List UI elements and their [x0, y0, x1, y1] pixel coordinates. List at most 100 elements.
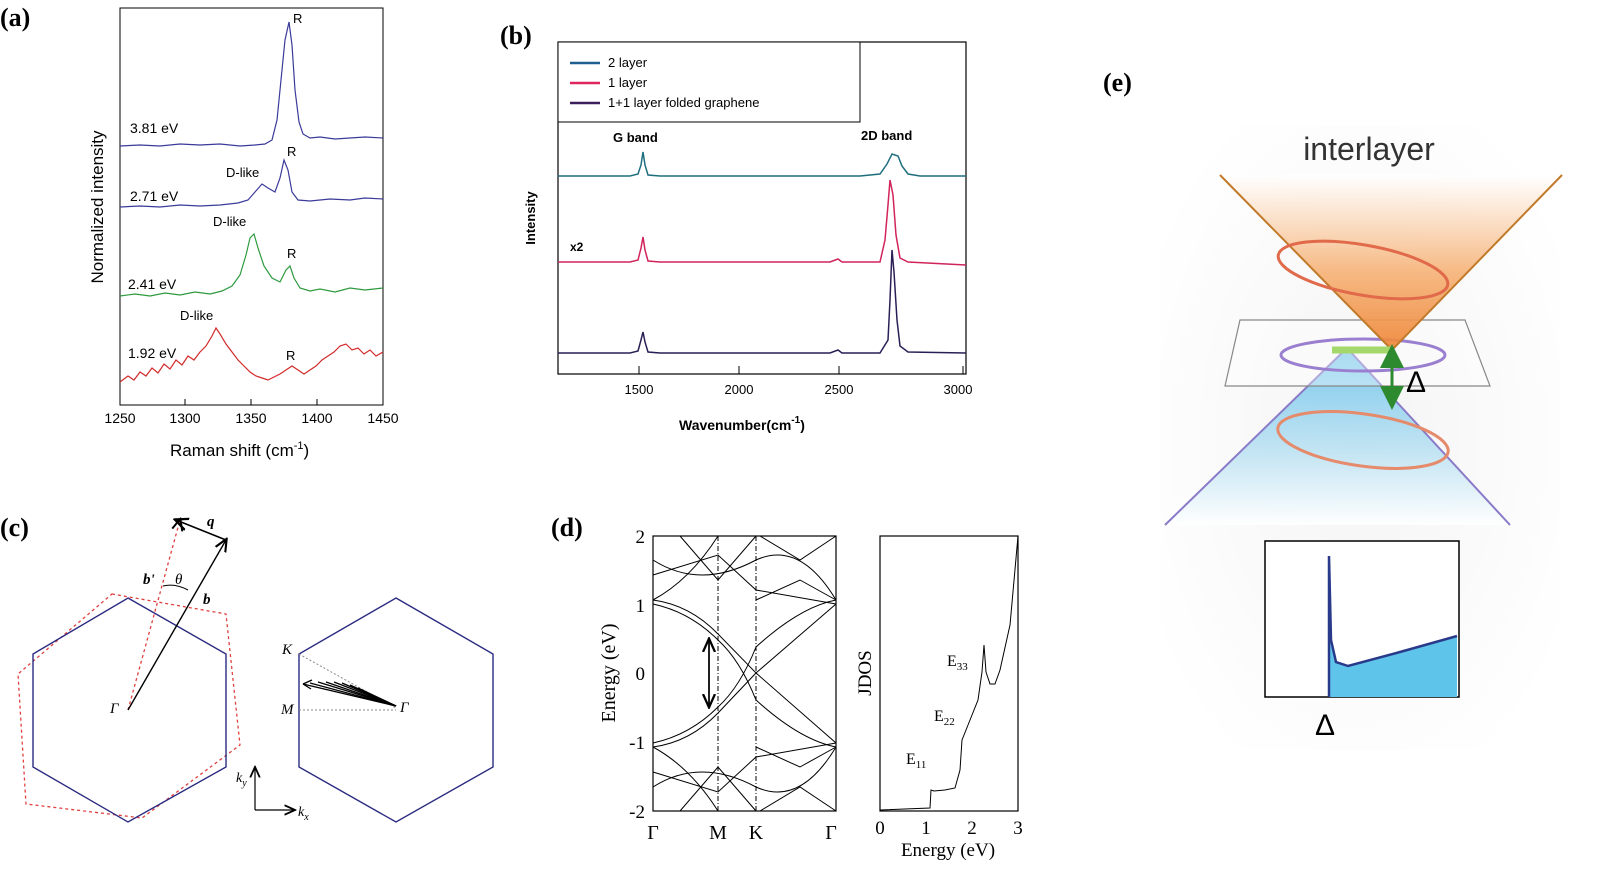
band-xtick: Γ — [647, 822, 659, 844]
band-yticks: 2 1 0 -1 -2 — [629, 527, 645, 823]
theta-label: θ — [175, 572, 183, 588]
q-vector-fan — [302, 679, 397, 707]
panel-b-xtick: 2000 — [725, 382, 754, 397]
panel-c: (c) q b' θ b Γ K M Γ ky kx — [0, 513, 494, 823]
panel-d-label: (d) — [551, 513, 583, 542]
band-ytick: -1 — [629, 733, 645, 754]
peak-label: D-like — [226, 165, 259, 180]
panel-e: (e) interlayer Δ Δ — [1103, 68, 1563, 750]
energy-label: 2.71 eV — [130, 188, 179, 204]
lower-cone — [1165, 348, 1510, 525]
k-point-label: K — [281, 642, 293, 658]
panel-a-xtick: 1350 — [235, 410, 266, 426]
panel-b-xtick: 1500 — [625, 382, 654, 397]
vector-b-prime — [127, 520, 180, 711]
panel-d: (d) Energy (eV) 2 1 0 -1 -2 Γ — [551, 513, 1023, 861]
delta-arrow-label: Δ — [1406, 366, 1426, 399]
jdos-peak-e22: E22 — [934, 708, 955, 728]
jdos-xtick: 2 — [967, 818, 977, 839]
panel-a-xtick: 1300 — [169, 410, 200, 426]
upper-constant-energy-ring — [1276, 239, 1450, 301]
energy-label: 3.81 eV — [130, 120, 179, 136]
peak-label: R — [286, 348, 295, 363]
2d-band-label: 2D band — [861, 128, 912, 143]
gamma-label: Γ — [109, 701, 120, 717]
b-label: b — [203, 592, 211, 608]
panel-e-title: interlayer — [1303, 131, 1435, 167]
panel-b-legend: 2 layer 1 layer 1+1 layer folded graphen… — [557, 41, 861, 123]
jdos-peak-e11: E11 — [906, 751, 926, 771]
dos-curve — [1327, 555, 1458, 697]
band-ytick: 2 — [636, 527, 646, 548]
band-xtick: K — [749, 822, 764, 844]
peak-label: R — [287, 246, 296, 261]
band-xtick: M — [709, 822, 727, 844]
g-band-label: G band — [613, 130, 658, 145]
energy-label: 2.41 eV — [128, 276, 177, 292]
panel-a-ylabel: Normalized intensity — [88, 130, 107, 284]
band-structure-frame — [652, 535, 837, 812]
panel-a-xticks: 1250 1300 1350 1400 1450 — [104, 399, 399, 426]
gamma-label: Γ — [399, 700, 410, 716]
b-prime-label: b' — [143, 572, 155, 588]
jdos-peak-e33: E33 — [947, 653, 968, 673]
legend-entry: 2 layer — [608, 55, 648, 70]
spectrum-1-layer — [558, 179, 967, 266]
gap-ring — [1279, 337, 1447, 373]
m-point-label: M — [280, 702, 295, 718]
panel-a: (a) Normalized intensity 1250 1300 1350 … — [0, 3, 399, 460]
legend-entry: 1+1 layer folded graphene — [608, 95, 759, 110]
panel-a-label: (a) — [0, 3, 30, 32]
panel-a-xtick: 1450 — [367, 410, 398, 426]
spectrum-2-71ev — [119, 157, 384, 208]
spectrum-2-layer — [558, 151, 966, 177]
jdos-xtick: 0 — [875, 818, 885, 839]
jdos-xlabel: Energy (eV) — [901, 840, 995, 861]
legend-entry: 1 layer — [608, 75, 648, 90]
jdos-xtick: 1 — [921, 818, 931, 839]
theta-arc — [162, 584, 189, 591]
panel-a-xtick: 1400 — [301, 410, 332, 426]
peak-label: R — [293, 11, 302, 26]
panel-b: (b) 2 layer 1 layer 1+1 layer folded gra… — [500, 21, 972, 433]
panel-b-xtick: 3000 — [944, 382, 973, 397]
bz-hexagon-rotated — [17, 593, 241, 819]
ky-label: ky — [236, 771, 247, 789]
band-ytick: -2 — [629, 802, 645, 823]
lower-cone-edge — [1164, 347, 1348, 526]
energy-label: 1.92 eV — [128, 345, 177, 361]
panel-b-ylabel: Intensity — [523, 191, 538, 245]
peak-label: D-like — [180, 308, 213, 323]
dos-fill — [1329, 556, 1457, 697]
band-ytick: 0 — [636, 664, 646, 685]
spectrum-2-41ev — [119, 232, 384, 297]
band-ylabel: Energy (eV) — [598, 623, 620, 722]
panel-b-xtick: 2500 — [825, 382, 854, 397]
lower-cone-edge — [1346, 347, 1511, 526]
jdos-xticks: 0 1 2 3 — [875, 818, 1023, 839]
jdos-ylabel: JDOS — [855, 650, 876, 695]
panel-c-label: (c) — [0, 513, 29, 542]
panel-e-label: (e) — [1103, 68, 1132, 97]
panel-b-label: (b) — [500, 21, 532, 50]
upper-cone-edge — [1391, 174, 1563, 351]
spectrum-folded — [558, 249, 967, 354]
band-lines — [652, 535, 837, 812]
band-xtick: Γ — [825, 822, 837, 844]
jdos-xtick: 3 — [1013, 818, 1023, 839]
kx-label: kx — [298, 805, 309, 823]
panel-b-xlabel: Wavenumber(cm-1) — [679, 415, 805, 433]
spectrum-3-81ev — [119, 21, 384, 147]
lower-constant-energy-ring — [1276, 410, 1450, 470]
panel-a-xlabel: Raman shift (cm-1) — [170, 440, 309, 460]
q-label: q — [207, 514, 215, 530]
band-xticks: Γ M K Γ — [647, 822, 837, 844]
jdos-frame — [879, 535, 1019, 812]
peak-label: D-like — [213, 214, 246, 229]
upper-cone — [1220, 175, 1562, 350]
bz-hexagon-left — [32, 597, 227, 823]
spectrum-1-92ev — [119, 326, 384, 383]
delta-axis-label: Δ — [1315, 709, 1335, 742]
panel-b-xticks: 1500 2000 2500 3000 — [625, 366, 973, 397]
